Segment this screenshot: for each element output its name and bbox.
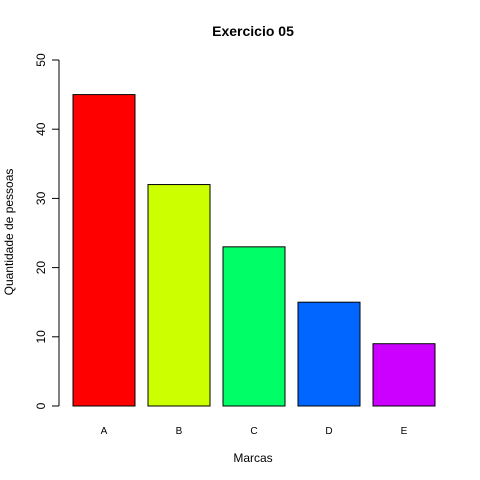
y-tick-label-10: 10 [34,330,48,344]
y-axis: 0 10 20 30 40 50 [34,53,60,409]
y-axis-label: Quantidade de pessoas [2,169,16,296]
y-tick-label-0: 0 [34,402,48,409]
x-category-labels: A B C D E [101,426,408,437]
x-tick-label-E: E [401,426,408,437]
bar-E [372,343,436,407]
bar-C [222,246,286,407]
chart-title: Exercicio 05 [212,23,294,39]
y-tick-label-20: 20 [34,261,48,275]
y-tick-label-40: 40 [34,122,48,136]
y-tick-label-30: 30 [34,191,48,205]
x-tick-label-A: A [101,426,108,437]
x-tick-label-C: C [250,426,257,437]
bar-B [147,184,211,407]
x-tick-label-B: B [176,426,183,437]
bars-group [72,94,436,407]
bar-A [72,94,136,407]
x-axis-label: Marcas [233,451,272,465]
y-tick-label-50: 50 [34,53,48,67]
bar-D [297,301,361,407]
x-tick-label-D: D [325,426,332,437]
